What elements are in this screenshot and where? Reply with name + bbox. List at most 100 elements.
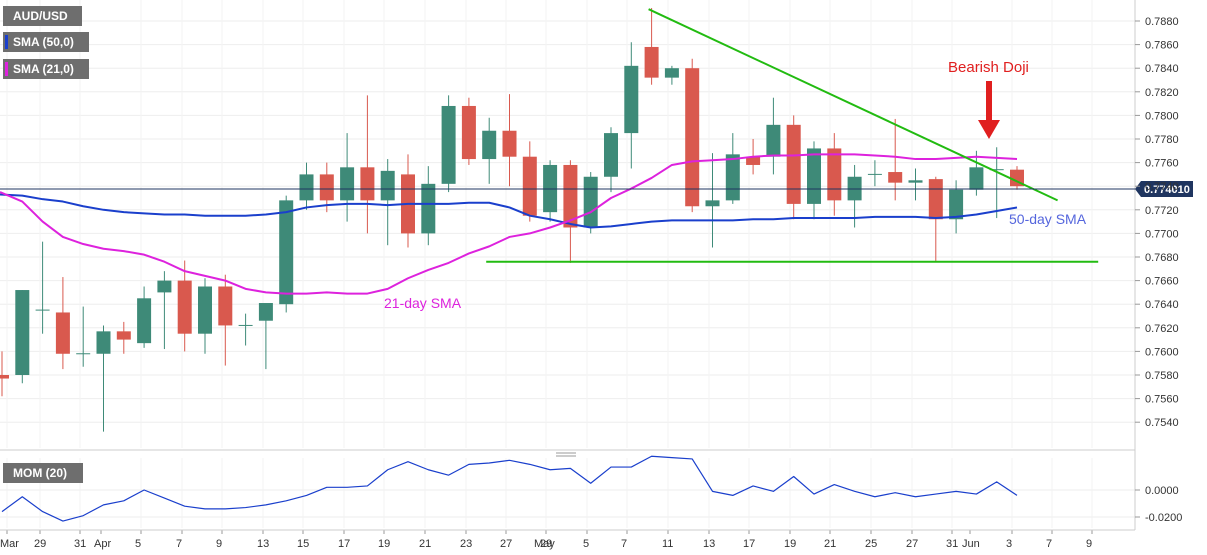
mom-tick-label: -0.0200 [1145, 512, 1182, 524]
x-tick-label: 27 [906, 538, 918, 550]
x-tick-label: 11 [662, 538, 673, 550]
x-tick-label: 25 [865, 538, 877, 550]
x-tick-label: 19 [378, 538, 390, 550]
legend-mom-label: MOM (20) [13, 466, 67, 480]
x-tick-label: 13 [257, 538, 269, 550]
momentum-grid [0, 458, 1135, 528]
y-tick-label: 0.7780 [1145, 134, 1179, 146]
candle [76, 306, 91, 367]
candle [766, 97, 781, 175]
y-tick-label: 0.7840 [1145, 63, 1179, 75]
sma21-swatch [5, 62, 8, 76]
candle [461, 97, 476, 165]
price-axis: 0.7540 0.7560 0.7580 0.7600 0.7620 0.7640 0.76… [1135, 16, 1179, 429]
x-tick-label: 7 [1046, 538, 1052, 550]
x-tick-label: 3 [1006, 538, 1012, 550]
y-tick-label: 0.7800 [1145, 110, 1179, 122]
candle [96, 325, 111, 432]
x-tick-label: 17 [338, 538, 350, 550]
candle [198, 278, 212, 354]
x-tick-label: Apr [94, 538, 111, 550]
legend-sma21[interactable]: SMA (21,0) [3, 59, 89, 79]
candle [867, 160, 882, 187]
y-tick-label: 0.7740 [1145, 181, 1179, 193]
candle [218, 274, 233, 366]
candle [157, 271, 172, 350]
y-tick-label: 0.7560 [1145, 394, 1179, 406]
candle [380, 159, 395, 246]
candle [685, 58, 700, 213]
candle [177, 260, 192, 352]
candle [421, 166, 436, 246]
candle [360, 95, 375, 234]
x-tick-label: 9 [1086, 538, 1092, 550]
candle [55, 277, 70, 370]
x-tick-label: 31 [74, 538, 86, 550]
sma-series [0, 153, 1018, 295]
candle [644, 8, 659, 85]
momentum-series [1, 455, 1018, 522]
candle [319, 162, 334, 213]
legend-sma50-label: SMA (50,0) [13, 35, 74, 49]
candlestick-series [0, 8, 1024, 432]
x-tick-label: 19 [784, 538, 796, 550]
candle [563, 160, 578, 263]
candle [0, 351, 9, 397]
y-tick-label: 0.7680 [1145, 252, 1179, 264]
x-tick-label: Jun [962, 538, 980, 550]
x-tick-label: 7 [176, 538, 182, 550]
sma50-annotation: 50-day SMA [1009, 211, 1087, 227]
descending-resistance-line [648, 8, 1059, 202]
momentum-axis: 0.0000 -0.0200 [1135, 485, 1182, 524]
y-tick-label: 0.7600 [1145, 346, 1179, 358]
x-tick-label: 21 [419, 538, 431, 550]
candle [340, 133, 355, 222]
candle [624, 42, 639, 169]
candle [35, 241, 50, 334]
x-tick-label: May [534, 538, 555, 550]
candle [786, 115, 801, 220]
candle [705, 153, 720, 248]
x-tick-label: 5 [583, 538, 589, 550]
legend-symbol-label: AUD/USD [13, 9, 68, 23]
sma50-swatch [5, 35, 8, 49]
y-tick-label: 0.7540 [1145, 417, 1179, 429]
sma50-line [0, 193, 1018, 229]
x-tick-label: 29 [34, 538, 46, 550]
y-tick-label: 0.7620 [1145, 323, 1179, 335]
pane-divider-handle[interactable] [556, 452, 576, 457]
legend-sma50[interactable]: SMA (50,0) [3, 32, 89, 52]
y-tick-label: 0.7700 [1145, 228, 1179, 240]
x-tick-label: 13 [703, 538, 715, 550]
x-tick-label: 15 [297, 538, 309, 550]
candle [238, 313, 253, 346]
candle [299, 162, 314, 210]
x-tick-label: Mar [0, 538, 19, 550]
candle [502, 94, 517, 187]
x-tick-label: 23 [460, 538, 472, 550]
candle [583, 172, 598, 234]
bearish-doji-label: Bearish Doji [948, 59, 1029, 76]
legend-mom[interactable]: MOM (20) [3, 463, 83, 483]
x-tick-label: 9 [216, 538, 222, 550]
x-tick-label: 5 [135, 538, 141, 550]
y-tick-label: 0.7720 [1145, 205, 1179, 217]
y-tick-label: 0.7580 [1145, 370, 1179, 382]
doji-arrow [978, 81, 1000, 139]
candle [116, 321, 131, 354]
candle [522, 141, 537, 222]
x-tick-label: 31 [946, 538, 958, 550]
legend-symbol[interactable]: AUD/USD [3, 6, 82, 26]
y-tick-label: 0.7860 [1145, 40, 1179, 52]
y-tick-label: 0.7820 [1145, 87, 1179, 99]
candle [888, 118, 903, 201]
candle [258, 303, 273, 370]
candle [664, 65, 679, 85]
current-price-tag [1135, 181, 1193, 197]
sma21-line [0, 153, 1018, 295]
momentum-line [1, 455, 1018, 522]
trendlines [486, 8, 1099, 263]
